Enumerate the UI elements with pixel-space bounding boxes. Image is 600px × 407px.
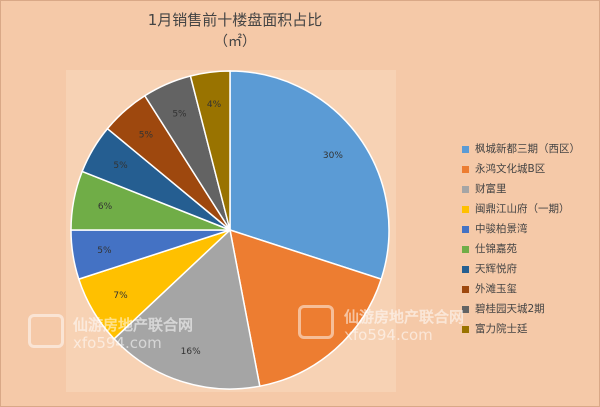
- pie-data-label: 5%: [139, 131, 154, 141]
- legend-item: 财富里: [462, 179, 598, 199]
- legend-label: 天辉悦府: [475, 263, 517, 275]
- legend-swatch: [462, 325, 469, 333]
- legend-item: 闽鼎江山府（一期）: [462, 199, 598, 219]
- watermark-logo-icon: [298, 305, 334, 339]
- pie-data-label: 5%: [113, 161, 128, 171]
- chart-title: 1月销售前十楼盘面积占比: [147, 11, 323, 29]
- legend-swatch: [462, 265, 469, 273]
- legend-item: 中骏柏景湾: [462, 219, 598, 239]
- pie-data-label: 4%: [207, 100, 222, 110]
- pie-slice-2: [229, 228, 383, 388]
- legend-label: 中骏柏景湾: [475, 223, 528, 235]
- legend-label: 枫城新都三期（西区）: [475, 143, 580, 155]
- watermark-url: xfo594.com: [73, 334, 162, 352]
- legend-swatch: [462, 145, 469, 153]
- legend: 枫城新都三期（西区） 永鸿文化城B区 财富里闽鼎江山府（一期） 中骏柏景湾仕锦嘉苑天辉…: [462, 139, 598, 339]
- chart-subtitle: （㎡）: [214, 34, 256, 50]
- legend-swatch: [462, 185, 469, 193]
- legend-item: 仕锦嘉苑: [462, 239, 598, 259]
- pie-slice-10: [189, 70, 231, 231]
- legend-swatch: [462, 245, 469, 253]
- watermark-text: 仙游房地产联合网: [73, 316, 194, 334]
- pie-plot-area: 30% 16% 7% 5% 6% 5% 5% 5% 4%: [66, 70, 396, 392]
- legend-swatch: [462, 165, 469, 173]
- legend-item: 碧桂园天城2期: [462, 299, 598, 319]
- legend-label: 财富里: [475, 183, 507, 195]
- legend-label: 永鸿文化城B区: [475, 163, 546, 175]
- legend-swatch: [462, 205, 469, 213]
- legend-swatch: [462, 305, 469, 313]
- pie-data-label: 30%: [323, 151, 343, 161]
- legend-swatch: [462, 225, 469, 233]
- legend-label: 仕锦嘉苑: [475, 243, 517, 255]
- legend-item: 枫城新都三期（西区）: [462, 139, 598, 159]
- legend-item: 外滩玉玺: [462, 279, 598, 299]
- legend-swatch: [462, 285, 469, 293]
- legend-label: 闽鼎江山府（一期）: [475, 203, 570, 215]
- legend-label: 富力院士廷: [475, 323, 528, 335]
- legend-label: 碧桂园天城2期: [475, 303, 545, 315]
- watermark-url: xfo594.com: [344, 326, 433, 344]
- legend-item: 天辉悦府: [462, 259, 598, 279]
- pie-data-label: 7%: [113, 291, 128, 301]
- pie-data-label: 5%: [97, 246, 112, 256]
- watermark-text: 仙游房地产联合网: [344, 308, 465, 326]
- watermark-logo-icon: [28, 314, 64, 348]
- legend-item: 富力院士廷: [462, 319, 598, 339]
- pie-data-label: 16%: [181, 347, 201, 357]
- legend-item: 永鸿文化城B区: [462, 159, 598, 179]
- pie-slice-3: [113, 228, 261, 390]
- legend-label: 外滩玉玺: [475, 283, 517, 295]
- pie-data-label: 6%: [98, 202, 113, 212]
- pie-slice-1: [229, 70, 390, 281]
- pie-data-label: 5%: [172, 109, 187, 119]
